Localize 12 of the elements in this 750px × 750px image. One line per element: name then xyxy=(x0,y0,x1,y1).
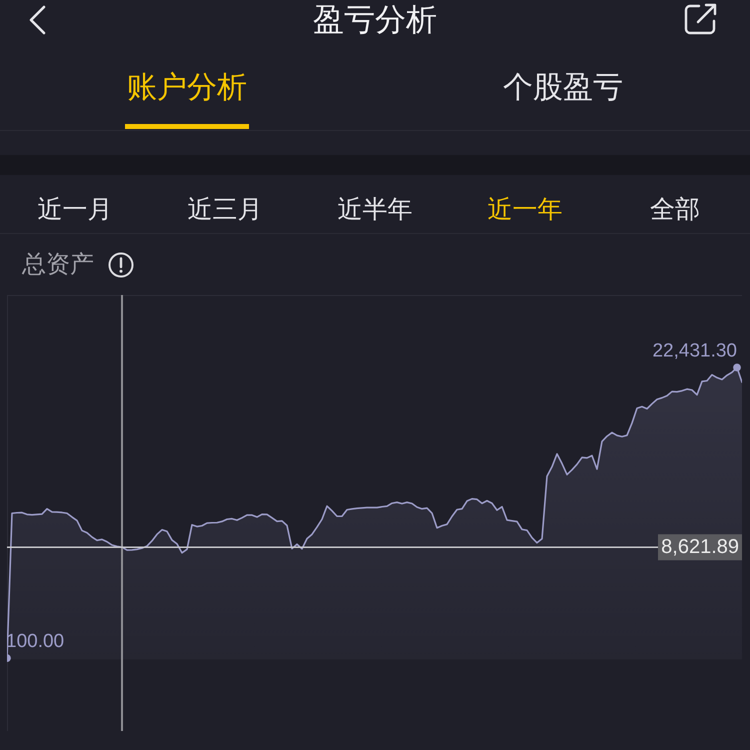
text: 近一年 xyxy=(488,194,562,224)
text: 近半年 xyxy=(338,194,412,224)
data-label: 22,431.30 xyxy=(652,340,737,362)
text: 账户分析 xyxy=(127,70,247,106)
text: 全部 xyxy=(650,194,700,224)
data-label: 100.00 xyxy=(6,631,64,652)
chart-subtitle: 总资产 xyxy=(22,250,94,279)
chart-title: 盈亏分析 xyxy=(313,2,437,39)
ref-line-label: 8,621.89 xyxy=(661,536,739,558)
text: 近一月 xyxy=(38,194,112,224)
text: 近三月 xyxy=(188,194,262,224)
text: 个股盈亏 xyxy=(503,70,623,106)
